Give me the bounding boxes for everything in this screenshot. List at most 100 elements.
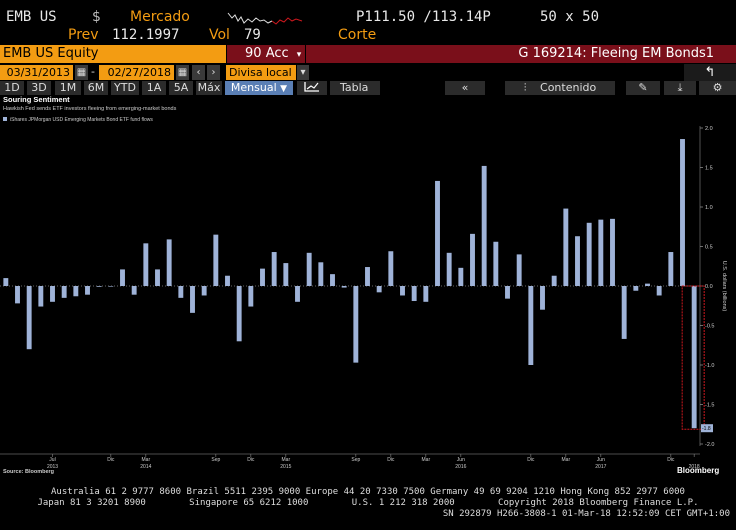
bar (680, 139, 685, 286)
bar (621, 286, 627, 339)
content-button[interactable]: ⫶ Contenido (505, 81, 615, 95)
bar (610, 218, 615, 286)
legend-swatch (3, 117, 7, 121)
bar-chart: Souring Sentiment Hawkish Fed sends ETF i… (0, 95, 727, 475)
calendar-icon[interactable]: ▦ (75, 65, 88, 80)
source-note: Source: Bloomberg (3, 469, 54, 475)
period-1d[interactable]: 1D (0, 81, 24, 95)
table-button[interactable]: Tabla (330, 81, 380, 95)
bar (318, 262, 324, 286)
period-6m[interactable]: 6M (84, 81, 108, 95)
bar (365, 267, 370, 286)
period-max[interactable]: Máx (196, 81, 222, 95)
period-5a[interactable]: 5A (169, 81, 193, 95)
bar (26, 286, 32, 350)
bloomberg-logo: Bloomberg (677, 466, 719, 475)
period-1m[interactable]: 1M (55, 81, 81, 95)
chevron-down-icon: ▼ (280, 84, 288, 94)
currency-select[interactable]: Divisa local (226, 65, 296, 80)
currency-symbol: $ (92, 9, 101, 25)
bar (668, 252, 674, 286)
chart-area: Souring Sentiment Hawkish Fed sends ETF i… (0, 95, 736, 476)
bar (481, 165, 487, 286)
security-field[interactable]: EMB US Equity (0, 45, 226, 63)
bar (73, 286, 79, 297)
actions-menu[interactable]: 90 Acc ▾ (227, 45, 305, 63)
end-date-input[interactable]: 02/27/2018 (99, 65, 174, 80)
y-tick-label: 1.5 (705, 166, 713, 172)
y-tick-label: 2.0 (705, 126, 713, 132)
y-axis-label: U.S. dollars (billions) (721, 261, 727, 312)
footer-contacts: Australia 61 2 9777 8600 Brazil 5511 239… (51, 487, 685, 497)
bar (283, 263, 289, 286)
gear-icon[interactable]: ⚙ (699, 81, 736, 95)
bar (516, 254, 522, 286)
bar (236, 286, 242, 342)
frequency-label: Mensual (230, 81, 277, 94)
bar (388, 251, 394, 286)
chart-title: Souring Sentiment (3, 96, 70, 104)
last-value-badge (701, 424, 713, 433)
last-value-label: -1.8 (702, 426, 711, 432)
x-tick-label: Dic (387, 457, 395, 463)
vol-label: Vol (209, 27, 230, 43)
chevron-down-icon: ▾ (296, 50, 302, 60)
prev-label: Prev (68, 27, 99, 43)
y-tick-label: 1.0 (705, 205, 713, 211)
bar (656, 286, 662, 296)
x-tick-label: Jul (49, 457, 55, 463)
line-chart-icon[interactable] (297, 81, 327, 95)
x-tick-label: Dic (107, 457, 115, 463)
corte-label: Corte (338, 27, 377, 43)
x-year-label: 2014 (140, 464, 151, 470)
bar (645, 283, 650, 286)
bar (61, 286, 67, 298)
y-tick-label: -1.0 (705, 363, 714, 369)
x-year-label: 2018 (689, 464, 700, 470)
x-tick-label: Mar (422, 457, 431, 463)
chevron-down-icon[interactable]: ▾ (297, 65, 309, 80)
prev-value: 112.1997 (112, 27, 180, 43)
x-year-label: 2017 (595, 464, 606, 470)
date-bar: 03/31/2013 ▦ - 02/27/2018 ▦ ‹ › Divisa l… (0, 64, 736, 81)
bar (155, 269, 160, 286)
bar (271, 252, 277, 286)
bar (213, 234, 219, 286)
bar (435, 180, 440, 286)
bar (108, 286, 114, 287)
period-1a[interactable]: 1A (142, 81, 166, 95)
download-icon[interactable]: ⤓ (664, 81, 696, 95)
date-separator: - (91, 65, 95, 78)
bar (446, 252, 452, 286)
x-tick-label: Sep (351, 457, 360, 463)
footer: Australia 61 2 9777 8600 Brazil 5511 239… (0, 484, 736, 530)
quote-size: 50 x 50 (540, 9, 600, 25)
collapse-icon[interactable]: « (445, 81, 485, 95)
frequency-select[interactable]: Mensual ▼ (225, 81, 293, 95)
y-tick-label: -2.0 (705, 442, 714, 448)
footer-contacts-2: Japan 81 3 3201 8900 Singapore 65 6212 1… (37, 498, 699, 508)
undo-icon[interactable]: ↰ (684, 64, 736, 81)
bar (353, 286, 359, 363)
bar (540, 286, 545, 310)
x-tick-label: Mar (142, 457, 151, 463)
bar (166, 239, 172, 286)
bar (411, 286, 417, 302)
edit-icon[interactable]: ✎ (626, 81, 660, 95)
bar (470, 233, 475, 286)
start-date-input[interactable]: 03/31/2013 (0, 65, 73, 80)
bar (563, 208, 569, 286)
calendar-icon-end[interactable]: ▦ (176, 65, 189, 80)
bar (131, 286, 137, 295)
next-period-icon[interactable]: › (207, 65, 220, 80)
bar (248, 286, 254, 307)
period-3d[interactable]: 3D (27, 81, 51, 95)
x-tick-label: Mar (282, 457, 291, 463)
prev-period-icon[interactable]: ‹ (192, 65, 205, 80)
y-tick-label: -1.5 (705, 403, 714, 409)
ticker[interactable]: EMB US (6, 9, 57, 25)
x-tick-label: Jun (597, 457, 605, 463)
period-ytd[interactable]: YTD (111, 81, 139, 95)
bar (38, 286, 44, 307)
bar (295, 286, 300, 302)
